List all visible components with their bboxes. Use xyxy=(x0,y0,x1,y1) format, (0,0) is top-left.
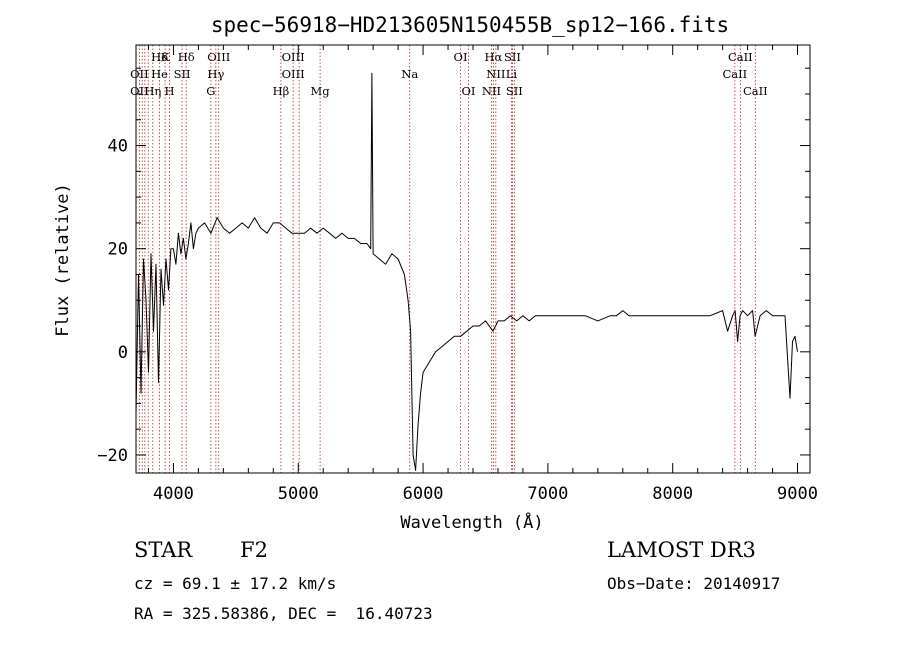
x-axis-label: Wavelength (Å) xyxy=(400,511,543,533)
chart-title: spec−56918−HD213605N150455B_sp12−166.fit… xyxy=(211,13,729,37)
y-tick-label-0: −20 xyxy=(97,446,128,466)
spectrum-series xyxy=(135,72,798,471)
emission-line-markers xyxy=(138,45,756,473)
x-tick-label-1: 5000 xyxy=(278,484,319,504)
coordinates: RA = 325.58386, DEC = 16.40723 xyxy=(134,604,433,623)
x-tick-label-3: 7000 xyxy=(527,484,568,504)
x-tick-label-0: 4000 xyxy=(153,484,194,504)
spectral-line-label-20: H xyxy=(165,84,175,98)
spectral-line-label-14: Na xyxy=(401,67,418,81)
x-tick-label-4: 8000 xyxy=(652,484,693,504)
y-tick-label-3: 40 xyxy=(108,137,128,157)
spectral-line-label-13: OIII xyxy=(282,67,305,81)
spectral-line-label-24: OI xyxy=(462,84,476,98)
spectral-line-label-19: Hη xyxy=(144,84,161,98)
spectral-line-label-17: CaII xyxy=(722,67,747,81)
axis-ticks xyxy=(136,45,810,473)
spectral-line-label-3: OIII xyxy=(207,50,230,64)
observation-date: Obs−Date: 20140917 xyxy=(607,574,781,593)
redshift-velocity: cz = 69.1 ± 17.2 km/s xyxy=(134,574,337,593)
spectral-line-label-5: OI xyxy=(454,50,468,64)
spectral-line-label-25: NII xyxy=(482,84,501,98)
spectral-line-label-2: Hδ xyxy=(178,50,195,64)
y-tick-label-1: 0 xyxy=(118,343,128,363)
plot-frame xyxy=(135,44,811,474)
spectral-line-label-10: He xyxy=(151,67,168,81)
spectral-line-label-21: G xyxy=(206,84,215,98)
spectral-line-label-18: OII xyxy=(130,84,149,98)
x-tick-label-5: 9000 xyxy=(777,484,818,504)
spectral-line-label-9: OII xyxy=(130,67,149,81)
spectral-line-label-15: NII xyxy=(486,67,505,81)
spectral-line-label-27: CaII xyxy=(743,84,768,98)
object-type: STAR xyxy=(134,538,193,562)
spectral-line-label-4: OIII xyxy=(282,50,305,64)
spectrum-line-0 xyxy=(135,72,798,471)
spectral-line-label-6: Hα xyxy=(484,50,502,64)
y-tick-label-2: 20 xyxy=(108,240,128,260)
y-axis-label: Flux (relative) xyxy=(53,183,73,337)
spectral-line-label-1: K xyxy=(161,50,170,64)
axis-tick-labels: 4000 5000 6000 7000 8000 9000 −20 0 20 40 xyxy=(97,137,818,504)
spectral-line-label-12: Hγ xyxy=(207,67,224,81)
spectral-line-label-8: CaII xyxy=(728,50,753,64)
spectral-line-label-22: Hβ xyxy=(273,84,290,98)
spectral-line-label-11: SII xyxy=(174,67,191,81)
spectral-line-label-7: SII xyxy=(504,50,521,64)
spectral-line-label-23: Mg xyxy=(311,84,331,98)
object-subclass: F2 xyxy=(240,538,268,562)
spectral-line-label-16: Li xyxy=(506,67,518,81)
spectral-line-label-26: SII xyxy=(506,84,523,98)
survey-name: LAMOST DR3 xyxy=(607,538,756,562)
spectral-line-label-0: Hδ xyxy=(151,50,168,64)
x-tick-label-2: 6000 xyxy=(403,484,444,504)
